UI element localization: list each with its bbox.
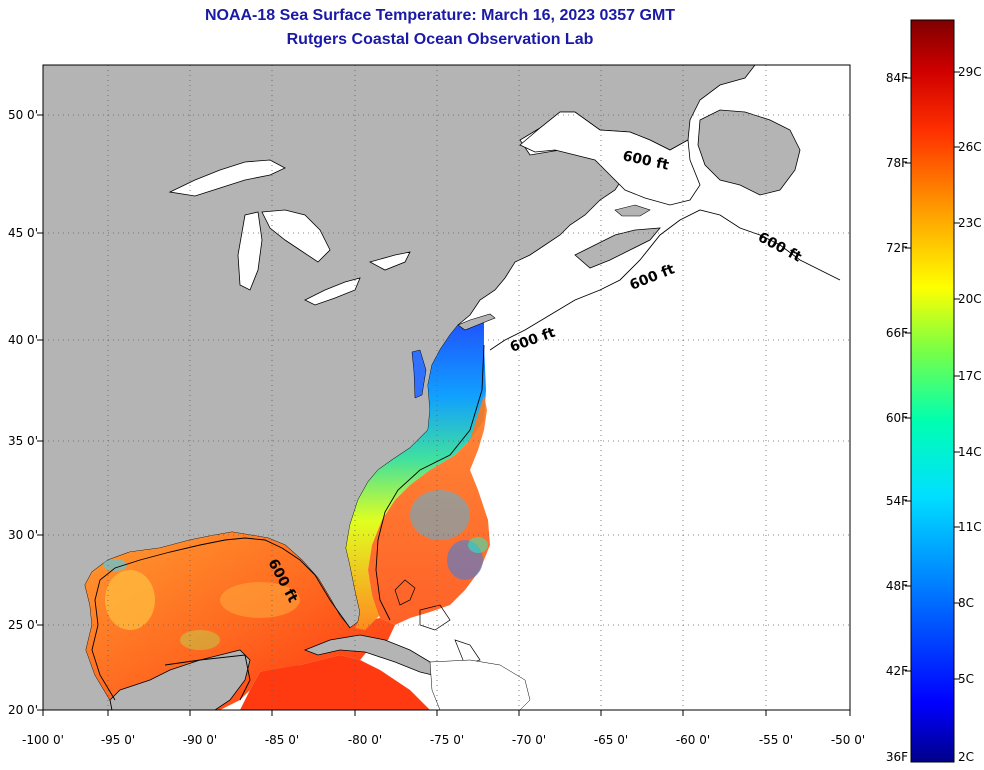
lat-label-35: 35 0' [7,434,38,448]
lon-label-70: -70 0' [511,733,547,747]
axis-ticks [37,114,851,716]
colorbar-c-20: 20C [958,292,982,306]
lat-label-40: 40 0' [7,333,38,347]
lake-superior [168,159,286,197]
pei-land [614,204,651,217]
colorbar-f-72: 72F [885,241,908,255]
colorbar-f-60: 60F [885,411,908,425]
colorbar-c-29: 29C [958,65,982,79]
600ft-contours [91,209,841,701]
lake-ontario [368,251,411,271]
nova-scotia-land [574,227,661,269]
caribbean-nodata [429,659,531,710]
lat-label-25: 25 0' [7,618,38,632]
colorbar-f-42: 42F [885,664,908,678]
gulf-sst [85,532,395,710]
st-lawrence-water [519,111,701,206]
lon-label-50: -50 0' [830,733,866,747]
colorbar-c-17: 17C [958,369,982,383]
colorbar-f-54: 54F [885,494,908,508]
colorbar-c-8: 8C [958,596,975,610]
chesapeake-bay [411,349,427,399]
colorbar-f-66: 66F [885,326,908,340]
map-subtitle: Rutgers Coastal Ocean Observation Lab [286,31,594,48]
lon-label-75: -75 0' [429,733,465,747]
lake-michigan [237,211,263,291]
colorbar-f-84: 84F [885,71,908,85]
colorbar-c-5: 5C [958,672,975,686]
long-island [457,313,496,331]
caribbean-sst [240,655,430,710]
colorbar-c-2: 2C [958,750,975,764]
lake-erie [304,277,361,306]
colorbar-ticks [905,71,960,680]
lon-label-80: -80 0' [347,733,383,747]
lat-label-30: 30 0' [7,528,38,542]
map-title: NOAA-18 Sea Surface Temperature: March 1… [204,7,676,24]
lon-label-55: -55 0' [758,733,794,747]
map-border [42,64,851,711]
colorbar-f-48: 48F [885,579,908,593]
lon-label-65: -65 0' [593,733,629,747]
lat-label-50: 50 0' [7,108,38,122]
lon-label-85: -85 0' [264,733,300,747]
colorbar-c-26: 26C [958,140,982,154]
colorbar-f-36: 36F [885,750,908,764]
lake-huron [261,209,331,263]
lon-label-90: -90 0' [182,733,218,747]
lon-label-95: -95 0' [100,733,136,747]
colorbar [910,19,955,763]
colorbar-c-23: 23C [958,216,982,230]
yucatan-land [109,649,251,710]
colorbar-c-14: 14C [958,445,982,459]
lat-label-45: 45 0' [7,226,38,240]
lat-label-20: 20 0' [7,703,38,717]
lon-label-100: -100 0' [22,733,64,747]
newfoundland-land [697,109,801,196]
colorbar-c-11: 11C [958,520,982,534]
lon-label-60: -60 0' [675,733,711,747]
colorbar-f-78: 78F [885,156,908,170]
